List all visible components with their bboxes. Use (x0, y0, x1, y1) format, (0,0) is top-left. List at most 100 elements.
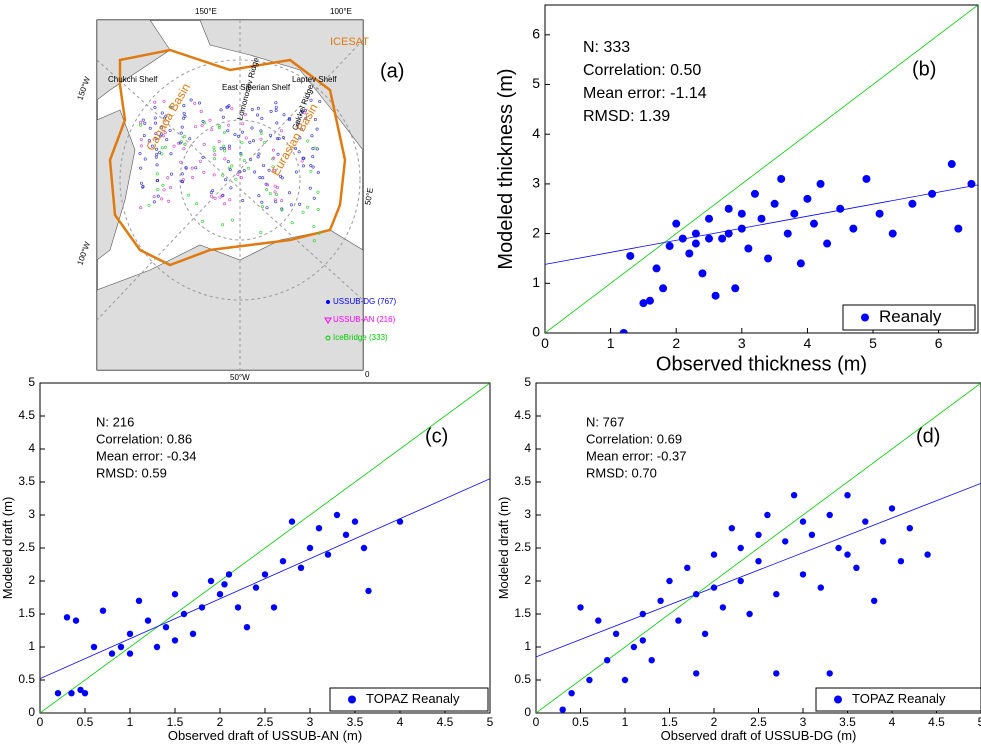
coord-label: 100°E (330, 7, 352, 16)
point (678, 234, 687, 243)
point (844, 492, 851, 499)
point (816, 179, 825, 188)
map-dot (309, 98, 313, 102)
point (770, 199, 779, 208)
y-tick-label: 6 (532, 26, 540, 42)
map-dot (147, 139, 151, 143)
map-dot (219, 146, 223, 150)
map-dot (312, 239, 316, 243)
reference-line (536, 383, 981, 713)
y-tick-label: 0.5 (514, 672, 531, 686)
map-dot (152, 195, 156, 199)
map-dot (187, 193, 191, 197)
map-dot (180, 172, 184, 176)
map-dot (159, 126, 163, 130)
point (559, 706, 566, 713)
map-dot (309, 164, 313, 168)
point (657, 597, 664, 604)
map-dot (274, 105, 278, 109)
map-dot (166, 176, 170, 180)
map-dot (139, 123, 143, 127)
map-dot (273, 190, 277, 194)
map-dot (267, 168, 271, 172)
point (757, 214, 766, 223)
point (711, 291, 720, 300)
map-dot (316, 190, 320, 194)
point (888, 505, 896, 512)
map-dot (236, 134, 240, 138)
map-dot (213, 153, 217, 157)
map-dot (140, 181, 144, 185)
icesat-boundary (108, 48, 347, 267)
point (908, 199, 917, 208)
legend-marker (324, 317, 332, 324)
y-tick-label: 4 (524, 441, 531, 455)
point (90, 643, 98, 651)
map-dot (162, 188, 166, 192)
stat-text: Correlation: 0.50 (583, 62, 701, 79)
point (68, 690, 75, 697)
point (782, 538, 789, 545)
y-tick-label: 5 (532, 75, 540, 91)
reference-line (40, 478, 490, 680)
point (297, 564, 305, 571)
map-dot (256, 106, 260, 110)
legend-label: Reanaly (879, 307, 942, 326)
map-dot (275, 137, 279, 141)
point (243, 624, 251, 631)
map-dot (242, 159, 246, 163)
map-dot (311, 155, 315, 159)
legend-label: USSUB-DG (767) (333, 297, 396, 306)
x-tick-label: 4 (397, 715, 404, 729)
coord-label: 50°W (230, 373, 250, 382)
map-dot (153, 116, 157, 120)
map-dot (213, 157, 217, 161)
point (639, 637, 646, 644)
map-dot (220, 194, 224, 198)
y-tick-label: 0.5 (18, 672, 35, 686)
map-dot (177, 141, 181, 145)
point (645, 296, 654, 305)
map-dot (210, 128, 214, 132)
map-dot (299, 127, 303, 131)
point (773, 591, 780, 598)
x-tick-label: 3.5 (839, 715, 856, 729)
map-dot (259, 231, 263, 235)
map-dot (211, 189, 215, 193)
point (360, 544, 368, 552)
x-tick-label: 1.5 (167, 715, 184, 729)
map-dot (219, 108, 223, 112)
map-dot (265, 206, 269, 210)
point (691, 239, 700, 248)
point (621, 676, 629, 684)
point (568, 690, 575, 697)
point (928, 189, 937, 198)
map-dot (182, 104, 186, 108)
map-dot (230, 164, 234, 168)
legend-marker (326, 300, 330, 304)
map-dot (256, 113, 260, 117)
point (790, 492, 798, 499)
y-tick-label: 5 (524, 375, 531, 389)
map-dot (251, 139, 255, 143)
map-dot (310, 134, 314, 138)
boundary-label: ICESAT (330, 36, 369, 48)
point (342, 531, 350, 538)
point (705, 234, 714, 243)
stat-text: N: 333 (583, 39, 630, 56)
map-dot (182, 111, 186, 115)
map-dot (190, 166, 194, 170)
map-dot (170, 106, 174, 110)
map-dot (227, 147, 231, 151)
map-dot (229, 186, 233, 190)
point (817, 584, 824, 591)
map-dot (143, 157, 147, 161)
map-dot (139, 144, 143, 148)
point (849, 224, 858, 233)
x-tick-label: 2 (711, 715, 718, 729)
legend-label: TOPAZ Reanaly (852, 691, 946, 706)
stat-text: Correlation: 0.69 (586, 431, 682, 446)
map-dot (228, 198, 232, 202)
map-dot (156, 178, 160, 182)
point (693, 591, 700, 598)
